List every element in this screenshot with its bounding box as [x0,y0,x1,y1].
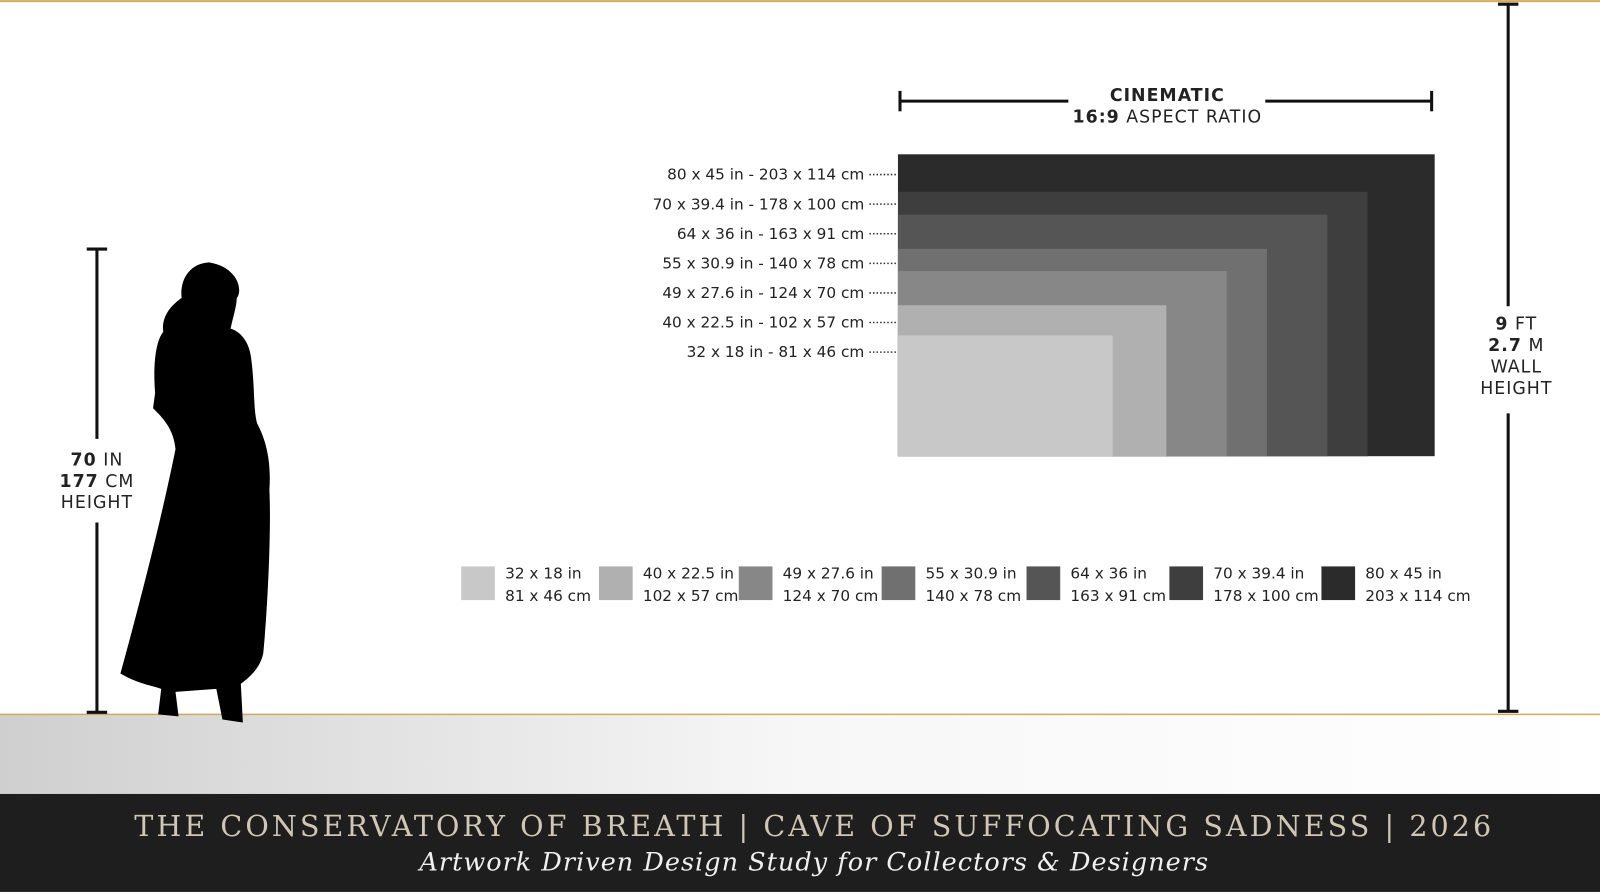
person-label: HEIGHT [61,493,133,513]
size-label: 32 x 18 in - 81 x 46 cm [687,343,865,361]
ratio-text: 16:9 ASPECT RATIO [1073,108,1263,128]
wall-bracket [1497,2,1519,713]
ratio-bracket [898,90,1434,112]
size-label: 55 x 30.9 in - 140 x 78 cm [662,254,864,272]
size-label: 40 x 22.5 in - 102 x 57 cm [662,314,864,332]
silhouette [120,262,270,723]
person-in: 70 IN [71,450,124,470]
legend-in: 55 x 30.9 in [926,565,1017,583]
legend-cm: 81 x 46 cm [505,587,591,605]
legend-in: 40 x 22.5 in [643,565,734,583]
legend-in: 64 x 36 in [1070,565,1147,583]
legend-cm: 163 x 91 cm [1070,587,1166,605]
size-label: 49 x 27.6 in - 124 x 70 cm [662,284,864,302]
legend-cm: 203 x 114 cm [1365,587,1470,605]
legend-cm: 140 x 78 cm [926,587,1022,605]
person-cm: 177 CM [60,472,135,492]
size-label: 64 x 36 in - 163 x 91 cm [677,225,864,243]
legend-swatch [461,566,495,601]
size-label: 70 x 39.4 in - 178 x 100 cm [653,195,865,213]
legend-swatch [1321,566,1356,601]
footer-subtitle: Artwork Driven Design Study for Collecto… [417,847,1209,877]
wall-ft: 9 FT [1495,315,1537,335]
legend-in: 49 x 27.6 in [783,565,874,583]
legend-swatch [598,566,633,601]
legend-cm: 124 x 70 cm [783,587,879,605]
footer-bg [0,793,1600,892]
legend-in: 70 x 39.4 in [1213,565,1304,583]
size-label: 80 x 45 in - 203 x 114 cm [667,166,864,184]
legend-cm: 178 x 100 cm [1213,587,1318,605]
legend-in: 32 x 18 in [505,565,582,583]
legend-swatch [1169,566,1204,601]
legend-in: 80 x 45 in [1365,565,1442,583]
ratio-title: CINEMATIC [1110,86,1225,106]
legend-swatch [738,566,773,601]
legend-cm: 102 x 57 cm [643,587,739,605]
legend-swatch [1026,566,1061,601]
person-bracket [86,247,108,714]
wall-label: HEIGHT [1480,379,1552,399]
wall-label: WALL [1491,358,1542,378]
wall-m: 2.7 M [1488,336,1544,356]
floor [0,714,1600,794]
artwork-size [897,335,1113,457]
footer-title: THE CONSERVATORY OF BREATH | CAVE OF SUF… [134,809,1494,843]
legend-swatch [881,566,916,601]
